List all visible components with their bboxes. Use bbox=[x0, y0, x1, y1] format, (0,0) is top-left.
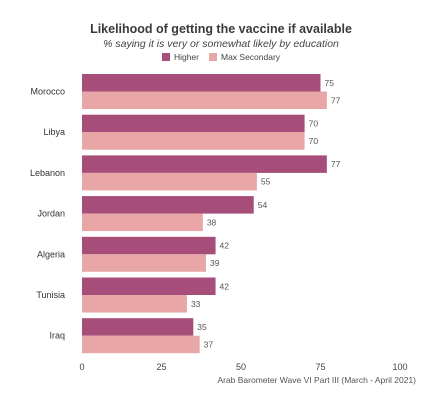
category-label-libya: Libya bbox=[43, 127, 65, 137]
data-label-lebanon-higher: 77 bbox=[331, 159, 341, 169]
bar-iraq-max-secondary bbox=[82, 335, 200, 354]
bar-tunisia-higher bbox=[82, 277, 216, 295]
legend-swatch-higher bbox=[161, 53, 170, 61]
source-note: Arab Barometer Wave VI Part III (March -… bbox=[217, 375, 416, 385]
bar-lebanon-max-secondary bbox=[82, 172, 257, 191]
data-label-algeria-higher: 42 bbox=[220, 241, 230, 251]
category-label-lebanon: Lebanon bbox=[30, 168, 65, 178]
data-label-jordan-higher: 54 bbox=[258, 200, 268, 210]
data-label-algeria-max-secondary: 39 bbox=[210, 258, 220, 268]
bar-lebanon-higher bbox=[82, 155, 327, 173]
bar-jordan-max-secondary bbox=[82, 213, 203, 232]
category-label-jordan: Jordan bbox=[37, 209, 65, 219]
bar-tunisia-max-secondary bbox=[82, 295, 187, 313]
x-tick-label-75: 75 bbox=[315, 362, 325, 372]
bar-libya-higher bbox=[82, 114, 305, 133]
data-label-iraq-higher: 35 bbox=[197, 322, 207, 332]
x-tick-label-0: 0 bbox=[79, 362, 84, 372]
data-label-libya-max-secondary: 70 bbox=[309, 136, 319, 146]
data-label-lebanon-max-secondary: 55 bbox=[261, 177, 271, 187]
bar-libya-max-secondary bbox=[82, 132, 305, 150]
legend-label-higher: Higher bbox=[173, 52, 199, 62]
chart-subtitle: % saying it is very or somewhat likely b… bbox=[103, 38, 339, 50]
data-label-tunisia-higher: 42 bbox=[220, 281, 230, 291]
legend-item-higher: Higher bbox=[161, 52, 199, 62]
chart-legend: Higher Max Secondary bbox=[0, 52, 442, 62]
data-label-libya-higher: 70 bbox=[309, 118, 319, 128]
bar-iraq-higher bbox=[82, 318, 194, 336]
legend-swatch-max-secondary bbox=[208, 53, 217, 61]
chart-title: Likelihood of getting the vaccine if ava… bbox=[90, 22, 352, 36]
bar-algeria-max-secondary bbox=[82, 254, 207, 272]
data-label-tunisia-max-secondary: 33 bbox=[191, 299, 201, 309]
x-tick-label-100: 100 bbox=[392, 362, 407, 372]
category-label-algeria: Algeria bbox=[37, 249, 65, 259]
bar-algeria-higher bbox=[82, 236, 216, 255]
bar-morocco-max-secondary bbox=[82, 91, 327, 109]
data-label-morocco-higher: 75 bbox=[325, 78, 335, 88]
category-label-morocco: Morocco bbox=[30, 87, 65, 97]
category-label-iraq: Iraq bbox=[49, 331, 65, 341]
data-label-jordan-max-secondary: 38 bbox=[207, 217, 217, 227]
data-label-morocco-max-secondary: 77 bbox=[331, 95, 341, 105]
x-tick-label-50: 50 bbox=[236, 362, 246, 372]
bar-morocco-higher bbox=[82, 74, 321, 92]
legend-item-max-secondary: Max Secondary bbox=[208, 52, 281, 62]
x-tick-label-25: 25 bbox=[156, 362, 166, 372]
data-label-iraq-max-secondary: 37 bbox=[204, 339, 214, 349]
legend-label-max-secondary: Max Secondary bbox=[220, 52, 281, 62]
bar-jordan-higher bbox=[82, 196, 254, 214]
category-label-tunisia: Tunisia bbox=[36, 290, 65, 300]
